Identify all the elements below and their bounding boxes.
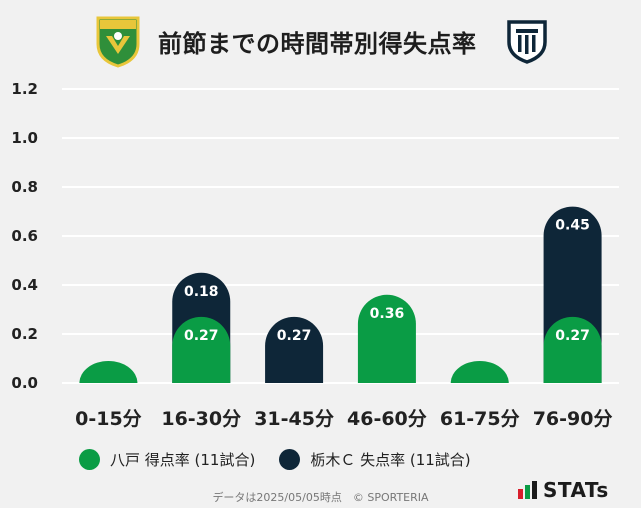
legend: 八戸 得点率 (11試合) 栃木Ｃ 失点率 (11試合) <box>79 449 495 470</box>
y-tick-label: 0.4 <box>11 276 38 294</box>
y-tick-label: 0.0 <box>11 374 38 392</box>
bar-away <box>265 316 324 383</box>
bar-home <box>543 316 602 383</box>
bar-label-away: 0.27 <box>277 328 312 344</box>
legend-marker-away <box>279 449 301 470</box>
stats-brand-text: STATs <box>543 478 609 502</box>
x-tick-label: 16-30分 <box>161 408 241 430</box>
chart-area: 0.00.20.40.60.81.01.2 0.270.180.270.360.… <box>11 80 619 430</box>
bars <box>79 206 602 383</box>
legend-marker-home <box>79 449 100 470</box>
y-axis-ticks: 0.0 0.2 0.4 0.6 0.8 1.0 1.2 <box>11 80 38 392</box>
y-tick-label: 0.2 <box>11 325 38 343</box>
bar-label-away: 0.18 <box>184 284 219 300</box>
bar-home <box>450 361 509 383</box>
bar-labels: 0.27 0.18 0.27 0.36 0.27 0.45 <box>184 218 590 344</box>
gridlines <box>62 88 619 384</box>
bar-label-away: 0.45 <box>555 218 590 234</box>
legend-label-away: 栃木Ｃ 失点率 (11試合) <box>310 451 471 469</box>
x-axis-ticks: 0-15分 16-30分 31-45分 46-60分 61-75分 76-90分 <box>75 408 612 430</box>
bar-label-home: 0.36 <box>370 306 405 322</box>
chart-title: 前節までの時間帯別得失点率 <box>158 30 477 58</box>
x-tick-label: 76-90分 <box>533 408 613 430</box>
y-tick-label: 1.0 <box>11 129 38 147</box>
y-tick-label: 0.8 <box>11 178 38 196</box>
stats-logo-icon <box>518 481 537 499</box>
bar-label-home: 0.27 <box>555 328 590 344</box>
x-tick-label: 46-60分 <box>347 408 427 430</box>
x-tick-label: 61-75分 <box>440 408 520 430</box>
x-tick-label: 0-15分 <box>75 408 142 430</box>
x-tick-label: 31-45分 <box>254 408 334 430</box>
y-tick-label: 1.2 <box>11 80 38 98</box>
bar-label-home: 0.27 <box>184 328 219 344</box>
legend-item-home: 八戸 得点率 (11試合) <box>79 449 255 470</box>
away-team-logo <box>507 20 547 64</box>
y-tick-label: 0.6 <box>11 227 38 245</box>
data-source-note: データは2025/05/05時点 © SPORTERIA <box>212 491 429 504</box>
stats-brand-logo: STATs <box>518 478 609 502</box>
bar-home <box>172 316 231 383</box>
bar-home <box>79 361 138 383</box>
bar-home <box>357 294 416 383</box>
legend-item-away: 栃木Ｃ 失点率 (11試合) <box>279 449 471 470</box>
home-team-logo <box>96 16 140 68</box>
legend-label-home: 八戸 得点率 (11試合) <box>110 451 256 469</box>
